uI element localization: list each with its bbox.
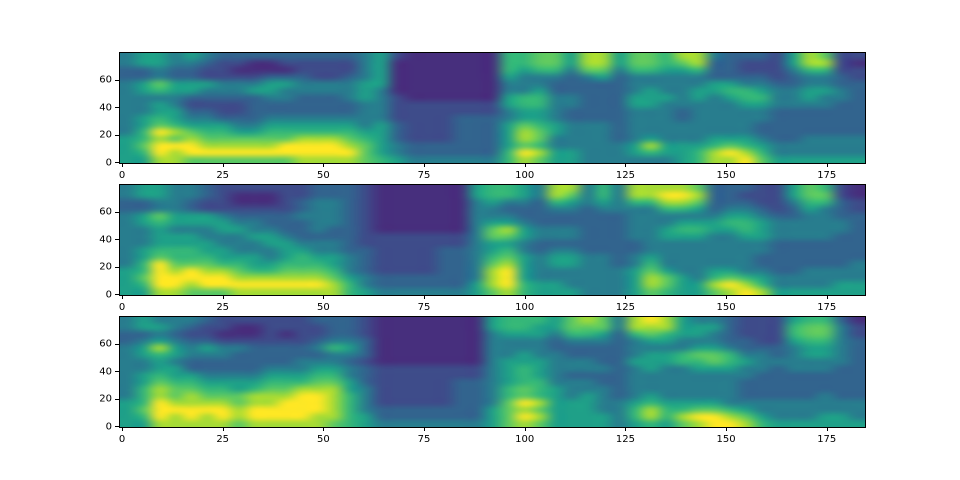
y-tick-mark xyxy=(115,162,119,164)
x-tick-label: 50 xyxy=(316,434,330,445)
x-tick-mark xyxy=(424,295,426,299)
x-tick-mark xyxy=(524,163,526,167)
x-tick-mark xyxy=(726,295,728,299)
x-tick-mark xyxy=(323,427,325,431)
spectrogram-subplot-2: 0 25 50 75 100 125 150 175 0 20 40 60 xyxy=(99,184,866,313)
x-tick-mark xyxy=(122,295,123,299)
y-tick-label: 60 xyxy=(99,338,112,350)
y-tick-label: 20 xyxy=(99,261,112,273)
spectrogram-heatmap-1 xyxy=(120,53,865,163)
y-tick-mark xyxy=(115,266,119,268)
x-tick-label: 75 xyxy=(417,434,431,445)
x-tick-label: 175 xyxy=(817,302,837,313)
y-tick-mark xyxy=(115,398,119,400)
x-tick-label: 25 xyxy=(216,302,230,313)
x-tick-mark xyxy=(524,427,526,431)
y-tick-label: 0 xyxy=(105,157,112,169)
x-tick-label: 75 xyxy=(417,170,431,181)
x-tick-label: 75 xyxy=(417,302,431,313)
x-tick-label: 125 xyxy=(615,302,635,313)
x-tick-mark xyxy=(625,427,627,431)
x-tick-label: 25 xyxy=(216,170,230,181)
x-tick-mark xyxy=(826,163,828,167)
y-tick-label: 40 xyxy=(99,234,112,246)
x-tick-mark xyxy=(222,427,224,431)
x-tick-mark xyxy=(424,427,426,431)
y-tick-label: 20 xyxy=(99,393,112,405)
spectrogram-subplot-1: 0 25 50 75 100 125 150 175 0 20 40 60 xyxy=(99,52,866,181)
y-tick-label: 40 xyxy=(99,366,112,378)
y-tick-mark xyxy=(115,343,119,345)
x-tick-mark xyxy=(424,163,426,167)
y-tick-label: 20 xyxy=(99,129,112,141)
y-tick-mark xyxy=(115,371,119,373)
x-tick-mark xyxy=(222,295,224,299)
y-tick-mark xyxy=(115,426,119,428)
x-tick-label: 100 xyxy=(515,170,535,181)
y-tick-mark xyxy=(115,239,119,241)
x-tick-mark xyxy=(524,295,526,299)
x-tick-label: 50 xyxy=(316,302,330,313)
y-tick-mark xyxy=(115,134,119,136)
x-tick-mark xyxy=(222,163,224,167)
x-tick-mark xyxy=(625,163,627,167)
x-tick-label: 100 xyxy=(515,434,535,445)
x-tick-mark xyxy=(726,427,728,431)
x-tick-label: 25 xyxy=(216,434,230,445)
x-tick-label: 150 xyxy=(716,302,736,313)
y-tick-label: 40 xyxy=(99,102,112,114)
x-tick-mark xyxy=(826,295,828,299)
y-tick-mark xyxy=(115,294,119,296)
x-tick-label: 125 xyxy=(615,434,635,445)
y-tick-mark xyxy=(115,211,119,213)
x-tick-mark xyxy=(122,427,123,431)
x-tick-label: 150 xyxy=(716,170,736,181)
x-tick-mark xyxy=(726,163,728,167)
y-tick-label: 0 xyxy=(105,289,112,301)
y-tick-mark xyxy=(115,107,119,109)
y-tick-label: 60 xyxy=(99,74,112,86)
x-tick-label: 100 xyxy=(515,302,535,313)
spectrogram-heatmap-3 xyxy=(120,317,865,427)
spectrogram-subplot-3: 0 25 50 75 100 125 150 175 0 20 40 60 xyxy=(99,316,866,445)
y-tick-mark xyxy=(115,79,119,81)
x-tick-mark xyxy=(625,295,627,299)
x-tick-mark xyxy=(122,163,123,167)
y-tick-label: 60 xyxy=(99,206,112,218)
x-tick-label: 125 xyxy=(615,170,635,181)
x-tick-label: 0 xyxy=(118,302,126,313)
x-tick-label: 0 xyxy=(118,170,126,181)
x-tick-mark xyxy=(323,295,325,299)
x-tick-label: 150 xyxy=(716,434,736,445)
x-tick-mark xyxy=(323,163,325,167)
x-tick-label: 50 xyxy=(316,170,330,181)
spectrogram-heatmap-2 xyxy=(120,185,865,295)
x-tick-label: 175 xyxy=(817,434,837,445)
x-tick-mark xyxy=(826,427,828,431)
x-tick-label: 175 xyxy=(817,170,837,181)
x-tick-label: 0 xyxy=(118,434,126,445)
y-tick-label: 0 xyxy=(105,421,112,433)
